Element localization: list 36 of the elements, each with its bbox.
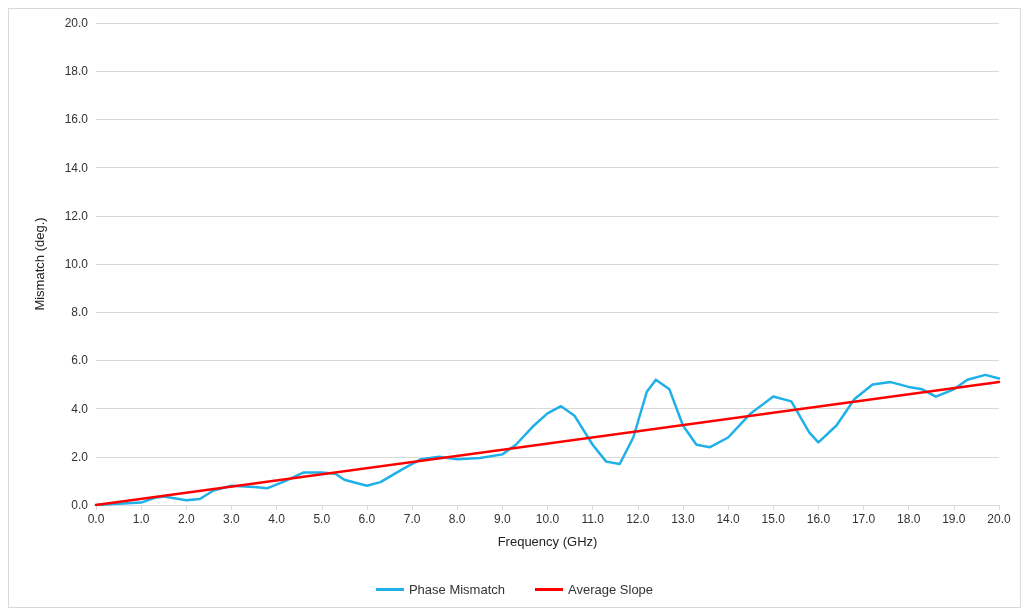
x-tick-label: 19.0 <box>942 512 966 526</box>
x-tick-label: 3.0 <box>223 512 241 526</box>
y-tick-label: 4.0 <box>71 401 89 416</box>
x-tick-label: 1.0 <box>132 512 150 526</box>
x-tick-label: 18.0 <box>897 512 921 526</box>
x-tick-label: 14.0 <box>716 512 741 526</box>
x-tick-label: 12.0 <box>626 512 650 526</box>
x-tick-label: 17.0 <box>851 512 876 526</box>
x-tick-label: 2.0 <box>177 512 195 526</box>
y-tick-label: 8.0 <box>71 305 89 320</box>
y-tick-label: 18.0 <box>64 64 89 79</box>
x-tick-label: 0.0 <box>87 512 105 526</box>
x-tick-label: 16.0 <box>806 512 831 526</box>
y-tick-label: 2.0 <box>71 449 89 464</box>
legend-label: Phase Mismatch <box>408 582 506 597</box>
y-tick-label: 0.0 <box>71 498 89 512</box>
x-tick-label: 20.0 <box>987 512 1011 526</box>
x-tick-label: 15.0 <box>761 512 786 526</box>
y-tick-label: 6.0 <box>71 353 89 368</box>
legend-label: Average Slope <box>568 582 654 597</box>
y-tick-label: 16.0 <box>64 112 89 127</box>
x-tick-label: 11.0 <box>581 512 605 526</box>
y-tick-label: 10.0 <box>64 257 89 271</box>
y-axis-title: Mismatch (deg.) <box>32 217 47 311</box>
x-tick-label: 4.0 <box>268 512 286 526</box>
x-axis-title: Frequency (GHz) <box>497 534 598 549</box>
x-tick-label: 10.0 <box>535 512 560 526</box>
x-tick-label: 13.0 <box>671 512 695 526</box>
x-tick-label: 5.0 <box>313 512 331 526</box>
x-tick-label: 7.0 <box>403 512 421 526</box>
x-tick-label: 6.0 <box>358 512 376 526</box>
y-tick-label: 20.0 <box>64 16 89 30</box>
x-tick-label: 8.0 <box>448 512 466 526</box>
x-tick-label: 9.0 <box>494 512 512 526</box>
y-tick-label: 14.0 <box>64 160 89 175</box>
y-tick-label: 12.0 <box>64 208 89 223</box>
